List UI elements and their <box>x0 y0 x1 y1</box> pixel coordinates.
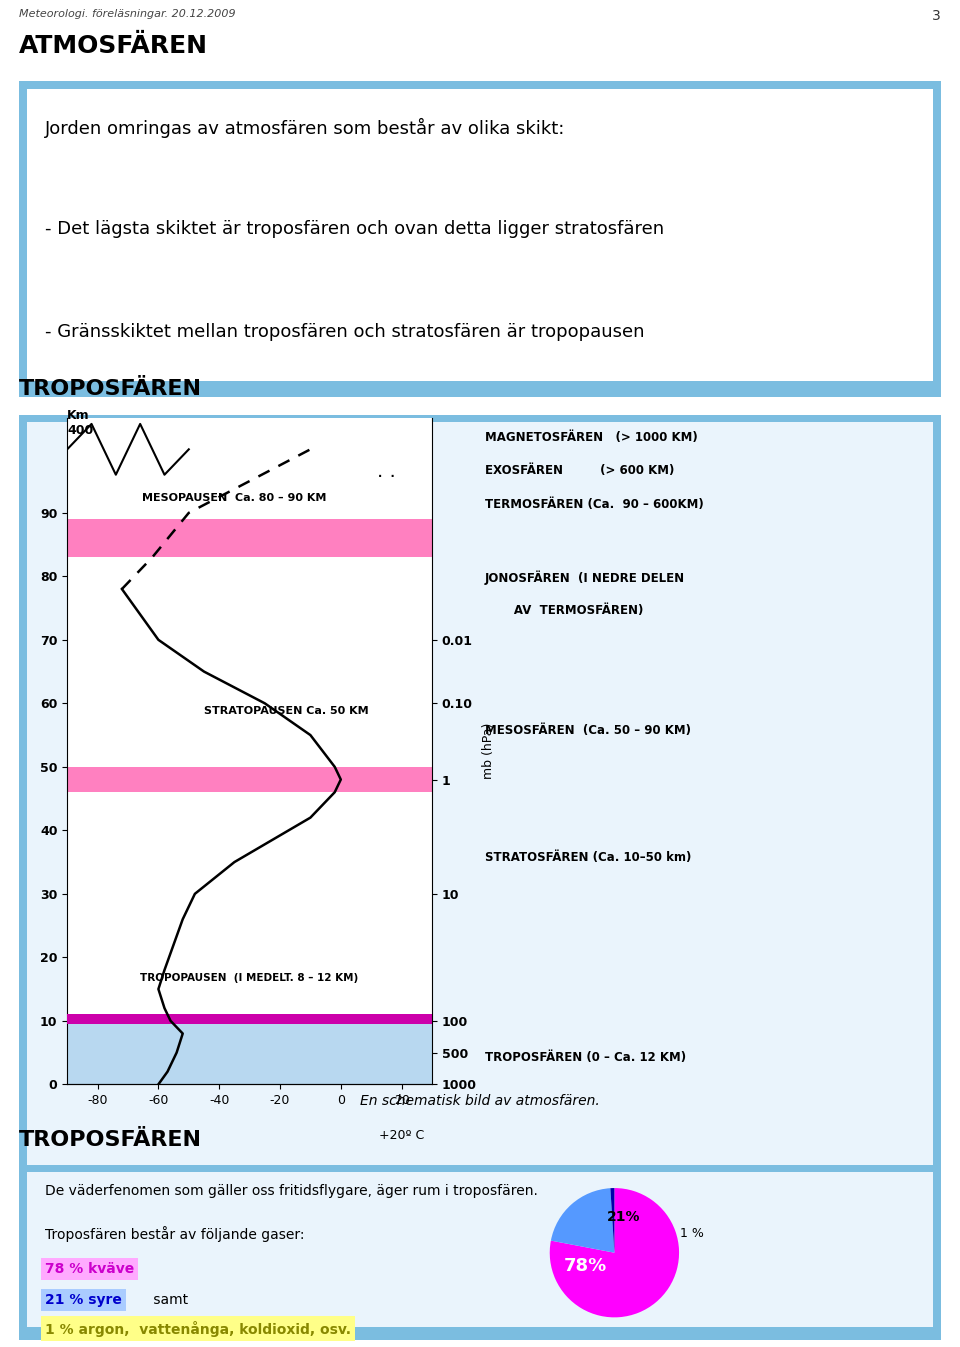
Text: - Gränsskiktet mellan troposfären och stratosfären är tropopausen: - Gränsskiktet mellan troposfären och st… <box>45 323 644 341</box>
Text: STRATOSFÄREN (Ca. 10–50 km): STRATOSFÄREN (Ca. 10–50 km) <box>485 851 691 865</box>
Text: JONOSFÄREN  (I NEDRE DELEN: JONOSFÄREN (I NEDRE DELEN <box>485 570 684 585</box>
Text: 1 %: 1 % <box>680 1227 704 1239</box>
Text: TROPOSFÄREN (0 – Ca. 12 KM): TROPOSFÄREN (0 – Ca. 12 KM) <box>485 1051 686 1064</box>
Text: · ·: · · <box>377 469 396 488</box>
FancyBboxPatch shape <box>27 89 933 381</box>
Text: Km
400: Km 400 <box>67 408 93 436</box>
Text: De väderfenomen som gäller oss fritidsflygare, äger rum i troposfären.: De väderfenomen som gäller oss fritidsfl… <box>45 1184 538 1199</box>
Text: 3: 3 <box>932 9 941 23</box>
Bar <box>67 1014 432 1024</box>
Text: 21 % syre: 21 % syre <box>45 1293 122 1307</box>
Text: Troposfären består av följande gaser:: Troposfären består av följande gaser: <box>45 1226 304 1242</box>
Wedge shape <box>611 1188 614 1253</box>
FancyBboxPatch shape <box>27 422 933 1304</box>
FancyBboxPatch shape <box>19 415 941 1317</box>
Text: - Det lägsta skiktet är troposfären och ovan detta ligger stratosfären: - Det lägsta skiktet är troposfären och … <box>45 221 664 238</box>
Text: TROPOSFÄREN: TROPOSFÄREN <box>19 380 203 399</box>
Text: +15º C: +15º C <box>364 1173 409 1187</box>
FancyBboxPatch shape <box>19 81 941 397</box>
Text: MESOSFÄREN  (Ca. 50 – 90 KM): MESOSFÄREN (Ca. 50 – 90 KM) <box>485 725 691 737</box>
Text: TROPOPAUSEN  (I MEDELT. 8 – 12 KM): TROPOPAUSEN (I MEDELT. 8 – 12 KM) <box>140 973 359 983</box>
Bar <box>67 766 432 792</box>
Text: En schematisk bild av atmosfären.: En schematisk bild av atmosfären. <box>360 1094 600 1109</box>
Wedge shape <box>550 1188 679 1317</box>
Text: ATMOSFÄREN: ATMOSFÄREN <box>19 34 208 58</box>
Y-axis label: mb (hPa): mb (hPa) <box>482 723 495 779</box>
Bar <box>67 1024 432 1084</box>
Wedge shape <box>551 1188 614 1253</box>
Text: 1 % argon,  vattenånga, koldioxid, osv.: 1 % argon, vattenånga, koldioxid, osv. <box>45 1320 351 1336</box>
Text: 78 % kväve: 78 % kväve <box>45 1262 134 1276</box>
Text: STRATOPAUSEN Ca. 50 KM: STRATOPAUSEN Ca. 50 KM <box>204 706 369 717</box>
Text: +20º C: +20º C <box>379 1129 424 1142</box>
Text: MESOPAUSEN  Ca. 80 – 90 KM: MESOPAUSEN Ca. 80 – 90 KM <box>142 493 326 504</box>
Text: 21%: 21% <box>608 1210 641 1224</box>
FancyBboxPatch shape <box>27 1172 933 1327</box>
Text: samt: samt <box>149 1293 188 1307</box>
Text: Meteorologi. föreläsningar. 20.12.2009: Meteorologi. föreläsningar. 20.12.2009 <box>19 9 236 19</box>
FancyBboxPatch shape <box>19 1165 941 1340</box>
Text: Jorden omringas av atmosfären som består av olika skikt:: Jorden omringas av atmosfären som består… <box>45 119 565 139</box>
Text: MAGNETOSFÄREN   (> 1000 KM): MAGNETOSFÄREN (> 1000 KM) <box>485 431 698 445</box>
Text: TERMOSFÄREN (Ca.  90 – 600KM): TERMOSFÄREN (Ca. 90 – 600KM) <box>485 498 704 511</box>
Bar <box>67 519 432 558</box>
Text: 78%: 78% <box>564 1257 607 1274</box>
Text: TROPOSFÄREN: TROPOSFÄREN <box>19 1130 203 1149</box>
Text: AV  TERMOSFÄREN): AV TERMOSFÄREN) <box>485 605 643 617</box>
Text: EXOSFÄREN         (> 600 KM): EXOSFÄREN (> 600 KM) <box>485 465 674 477</box>
